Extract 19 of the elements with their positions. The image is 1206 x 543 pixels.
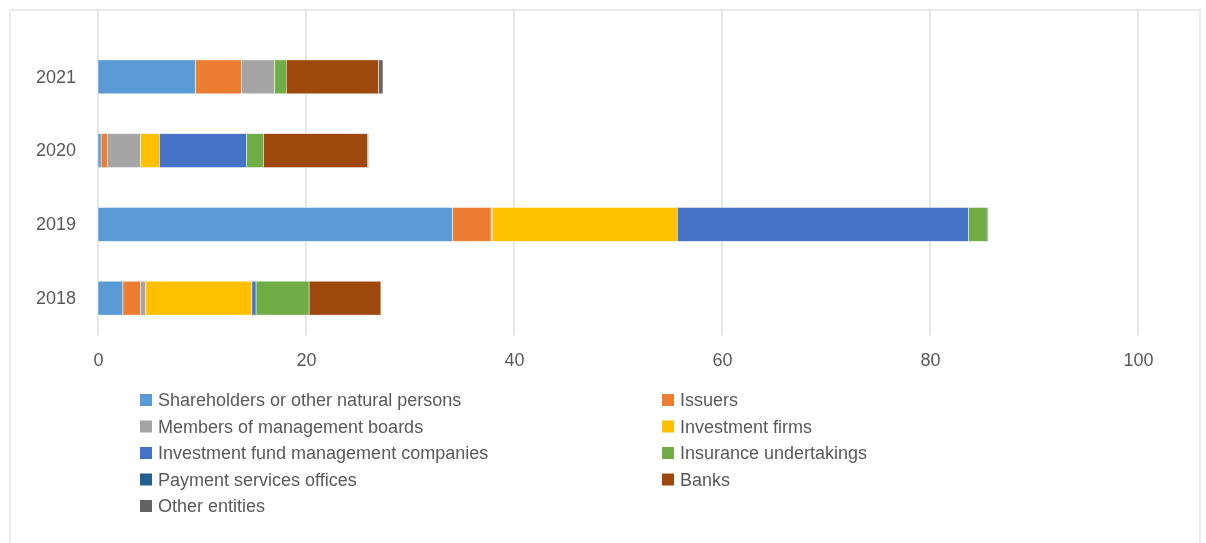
y-tick-label: 2021 <box>35 66 76 87</box>
legend-label: Banks <box>680 469 731 490</box>
x-tick-label: 80 <box>920 349 941 370</box>
legend-label: Investment fund management companies <box>158 443 489 464</box>
legend-label: Issuers <box>680 390 739 411</box>
y-tick-label: 2018 <box>35 287 76 308</box>
x-tick-label: 40 <box>504 349 525 370</box>
y-tick-label: 2020 <box>35 140 76 161</box>
legend-label: Members of management boards <box>158 416 424 437</box>
x-tick-label: 0 <box>93 349 104 370</box>
legend-label: Insurance undertakings <box>680 443 868 464</box>
legend-label: Payment services offices <box>158 469 357 490</box>
legend-label: Investment firms <box>680 416 813 437</box>
x-tick-label: 60 <box>712 349 733 370</box>
x-tick-label: 20 <box>296 349 317 370</box>
legend-label: Shareholders or other natural persons <box>158 390 462 411</box>
x-tick-label: 100 <box>1123 349 1154 370</box>
y-tick-label: 2019 <box>35 214 76 235</box>
legend-label: Other entities <box>158 496 266 517</box>
